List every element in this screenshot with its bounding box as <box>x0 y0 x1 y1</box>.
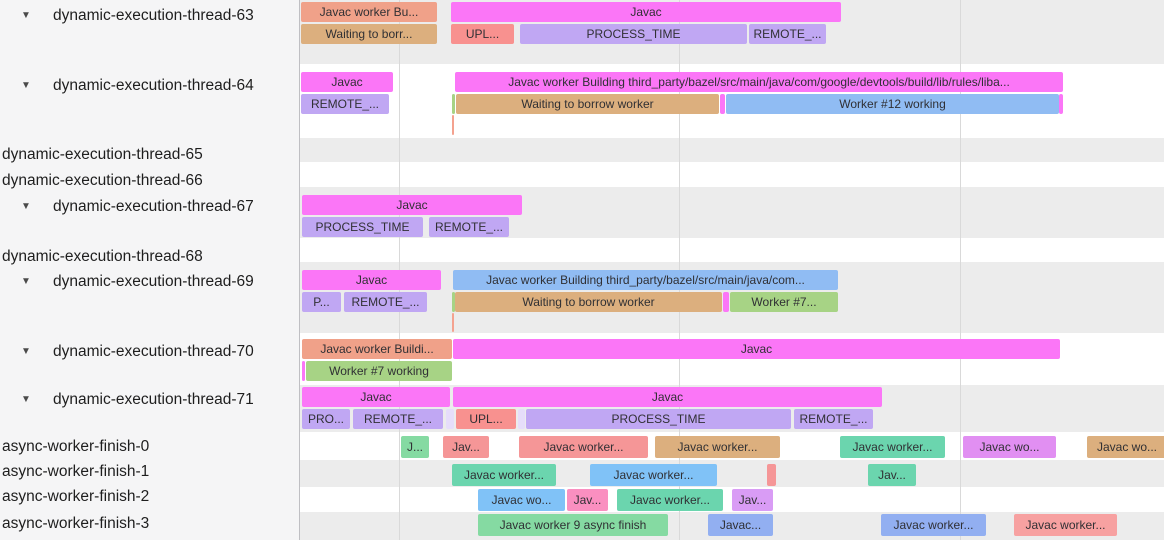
trace-event-sliver[interactable] <box>720 94 725 114</box>
time-gridline <box>960 0 961 540</box>
track-row-async-worker-finish-0[interactable]: async-worker-finish-0 <box>0 437 298 457</box>
track-label: dynamic-execution-thread-67 <box>53 198 254 215</box>
trace-event-bar[interactable]: Javac <box>453 387 882 407</box>
trace-event-bar[interactable]: PROCESS_TIME <box>520 24 747 44</box>
trace-event-bar[interactable]: Worker #12 working <box>726 94 1059 114</box>
track-band-async-worker-finish-1 <box>300 460 1164 487</box>
trace-event-bar[interactable]: Javac worker... <box>840 436 945 458</box>
collapse-triangle-icon[interactable]: ▼ <box>21 346 31 357</box>
trace-event-bar[interactable]: Javac worker Building third_party/bazel/… <box>453 270 838 290</box>
trace-event-bar[interactable]: PROCESS_TIME <box>302 217 423 237</box>
collapse-triangle-icon[interactable]: ▼ <box>21 276 31 287</box>
trace-event-bar[interactable]: P... <box>302 292 341 312</box>
track-row-thread-63[interactable]: ▼ dynamic-execution-thread-63 <box>0 6 298 26</box>
trace-event-bar[interactable]: UPL... <box>456 409 516 429</box>
track-row-thread-65[interactable]: dynamic-execution-thread-65 <box>0 145 298 165</box>
track-label: dynamic-execution-thread-63 <box>53 7 254 24</box>
trace-event-bar[interactable]: Jav... <box>443 436 489 458</box>
trace-event-sliver[interactable] <box>452 292 455 312</box>
trace-event-bar[interactable]: Jav... <box>868 464 916 486</box>
track-row-thread-67[interactable]: ▼ dynamic-execution-thread-67 <box>0 197 298 217</box>
trace-event-bar[interactable]: Javac worker... <box>655 436 780 458</box>
trace-event-bar[interactable]: REMOTE_... <box>344 292 427 312</box>
trace-event-bar[interactable]: Javac worker 9 async finish <box>478 514 668 536</box>
trace-event-bar[interactable]: Javac <box>302 270 441 290</box>
trace-event-bar[interactable]: Jav... <box>732 489 773 511</box>
track-label: dynamic-execution-thread-70 <box>53 343 254 360</box>
trace-event-bar[interactable]: Javac <box>301 72 393 92</box>
track-band-thread-65 <box>300 138 1164 162</box>
trace-event-bar[interactable]: REMOTE_... <box>749 24 826 44</box>
trace-event-bar[interactable]: Javac... <box>708 514 773 536</box>
trace-event-bar[interactable]: Javac <box>302 387 450 407</box>
trace-event-sliver[interactable] <box>723 292 729 312</box>
trace-event-tick[interactable] <box>452 115 454 135</box>
track-label: dynamic-execution-thread-71 <box>53 391 254 408</box>
trace-event-bar[interactable]: Javac <box>451 2 841 22</box>
track-row-thread-71[interactable]: ▼ dynamic-execution-thread-71 <box>0 390 298 410</box>
collapse-triangle-icon[interactable]: ▼ <box>21 201 31 212</box>
trace-event-bar[interactable]: Javac worker Bu... <box>301 2 437 22</box>
track-row-thread-70[interactable]: ▼ dynamic-execution-thread-70 <box>0 342 298 362</box>
trace-event-bar[interactable]: REMOTE_... <box>353 409 443 429</box>
track-row-async-worker-finish-2[interactable]: async-worker-finish-2 <box>0 487 298 507</box>
track-band-thread-68 <box>300 238 1164 262</box>
trace-event-bar[interactable]: Javac worker... <box>519 436 648 458</box>
track-label: dynamic-execution-thread-65 <box>2 146 203 163</box>
trace-event-bar[interactable]: Javac worker Building third_party/bazel/… <box>455 72 1063 92</box>
trace-event-bar[interactable]: Javac worker... <box>881 514 986 536</box>
trace-event-sliver[interactable] <box>302 361 305 381</box>
trace-event-bar[interactable]: Javac worker... <box>452 464 556 486</box>
trace-event-bar[interactable]: J... <box>401 436 429 458</box>
trace-event-sliver[interactable] <box>452 94 455 114</box>
track-row-thread-69[interactable]: ▼ dynamic-execution-thread-69 <box>0 272 298 292</box>
track-label: dynamic-execution-thread-64 <box>53 77 254 94</box>
trace-event-bar[interactable]: Javac <box>453 339 1060 359</box>
trace-event-bar[interactable]: Javac <box>302 195 522 215</box>
trace-event-bar[interactable]: Javac wo... <box>1087 436 1164 458</box>
track-label: dynamic-execution-thread-68 <box>2 248 203 265</box>
trace-event-bar[interactable]: REMOTE_... <box>794 409 873 429</box>
track-band-thread-66 <box>300 162 1164 187</box>
track-label: async-worker-finish-2 <box>2 488 150 505</box>
trace-event-tick[interactable] <box>452 313 454 332</box>
track-row-async-worker-finish-1[interactable]: async-worker-finish-1 <box>0 462 298 482</box>
trace-event-sliver[interactable] <box>446 409 454 429</box>
track-row-thread-66[interactable]: dynamic-execution-thread-66 <box>0 171 298 191</box>
track-label: async-worker-finish-3 <box>2 515 150 532</box>
trace-event-bar[interactable]: Worker #7 working <box>306 361 452 381</box>
trace-event-bar[interactable]: Waiting to borrow worker <box>456 94 719 114</box>
track-label: dynamic-execution-thread-66 <box>2 172 203 189</box>
collapse-triangle-icon[interactable]: ▼ <box>21 10 31 21</box>
trace-event-bar[interactable]: Waiting to borrow worker <box>455 292 722 312</box>
trace-event-bar[interactable]: REMOTE_... <box>429 217 509 237</box>
track-label: async-worker-finish-1 <box>2 463 150 480</box>
trace-event-sliver[interactable] <box>1059 94 1063 114</box>
track-row-thread-68[interactable]: dynamic-execution-thread-68 <box>0 247 298 267</box>
collapse-triangle-icon[interactable]: ▼ <box>21 394 31 405</box>
trace-event-bar[interactable]: Javac wo... <box>478 489 565 511</box>
track-row-async-worker-finish-3[interactable]: async-worker-finish-3 <box>0 514 298 534</box>
track-row-thread-64[interactable]: ▼ dynamic-execution-thread-64 <box>0 76 298 96</box>
trace-event-bar[interactable]: Javac worker Buildi... <box>302 339 452 359</box>
collapse-triangle-icon[interactable]: ▼ <box>21 80 31 91</box>
trace-event-bar[interactable]: Waiting to borr... <box>301 24 437 44</box>
track-label: dynamic-execution-thread-69 <box>53 273 254 290</box>
trace-event-bar[interactable]: PROCESS_TIME <box>526 409 791 429</box>
trace-event-bar[interactable]: REMOTE_... <box>301 94 389 114</box>
trace-event-bar[interactable]: PRO... <box>302 409 350 429</box>
track-label-column: ▼ dynamic-execution-thread-63 ▼ dynamic-exe… <box>0 0 300 540</box>
trace-event-bar[interactable]: Javac worker... <box>590 464 717 486</box>
track-label: async-worker-finish-0 <box>2 438 150 455</box>
trace-event-bar[interactable]: Javac worker... <box>617 489 723 511</box>
trace-event-sliver[interactable] <box>518 409 525 429</box>
trace-event-bar[interactable]: Jav... <box>567 489 608 511</box>
trace-event-bar[interactable]: Javac worker... <box>1014 514 1117 536</box>
trace-event-bar[interactable]: UPL... <box>451 24 514 44</box>
trace-event-bar[interactable]: Worker #7... <box>730 292 838 312</box>
trace-event-sliver[interactable] <box>767 464 776 486</box>
trace-event-bar[interactable]: Javac wo... <box>963 436 1056 458</box>
